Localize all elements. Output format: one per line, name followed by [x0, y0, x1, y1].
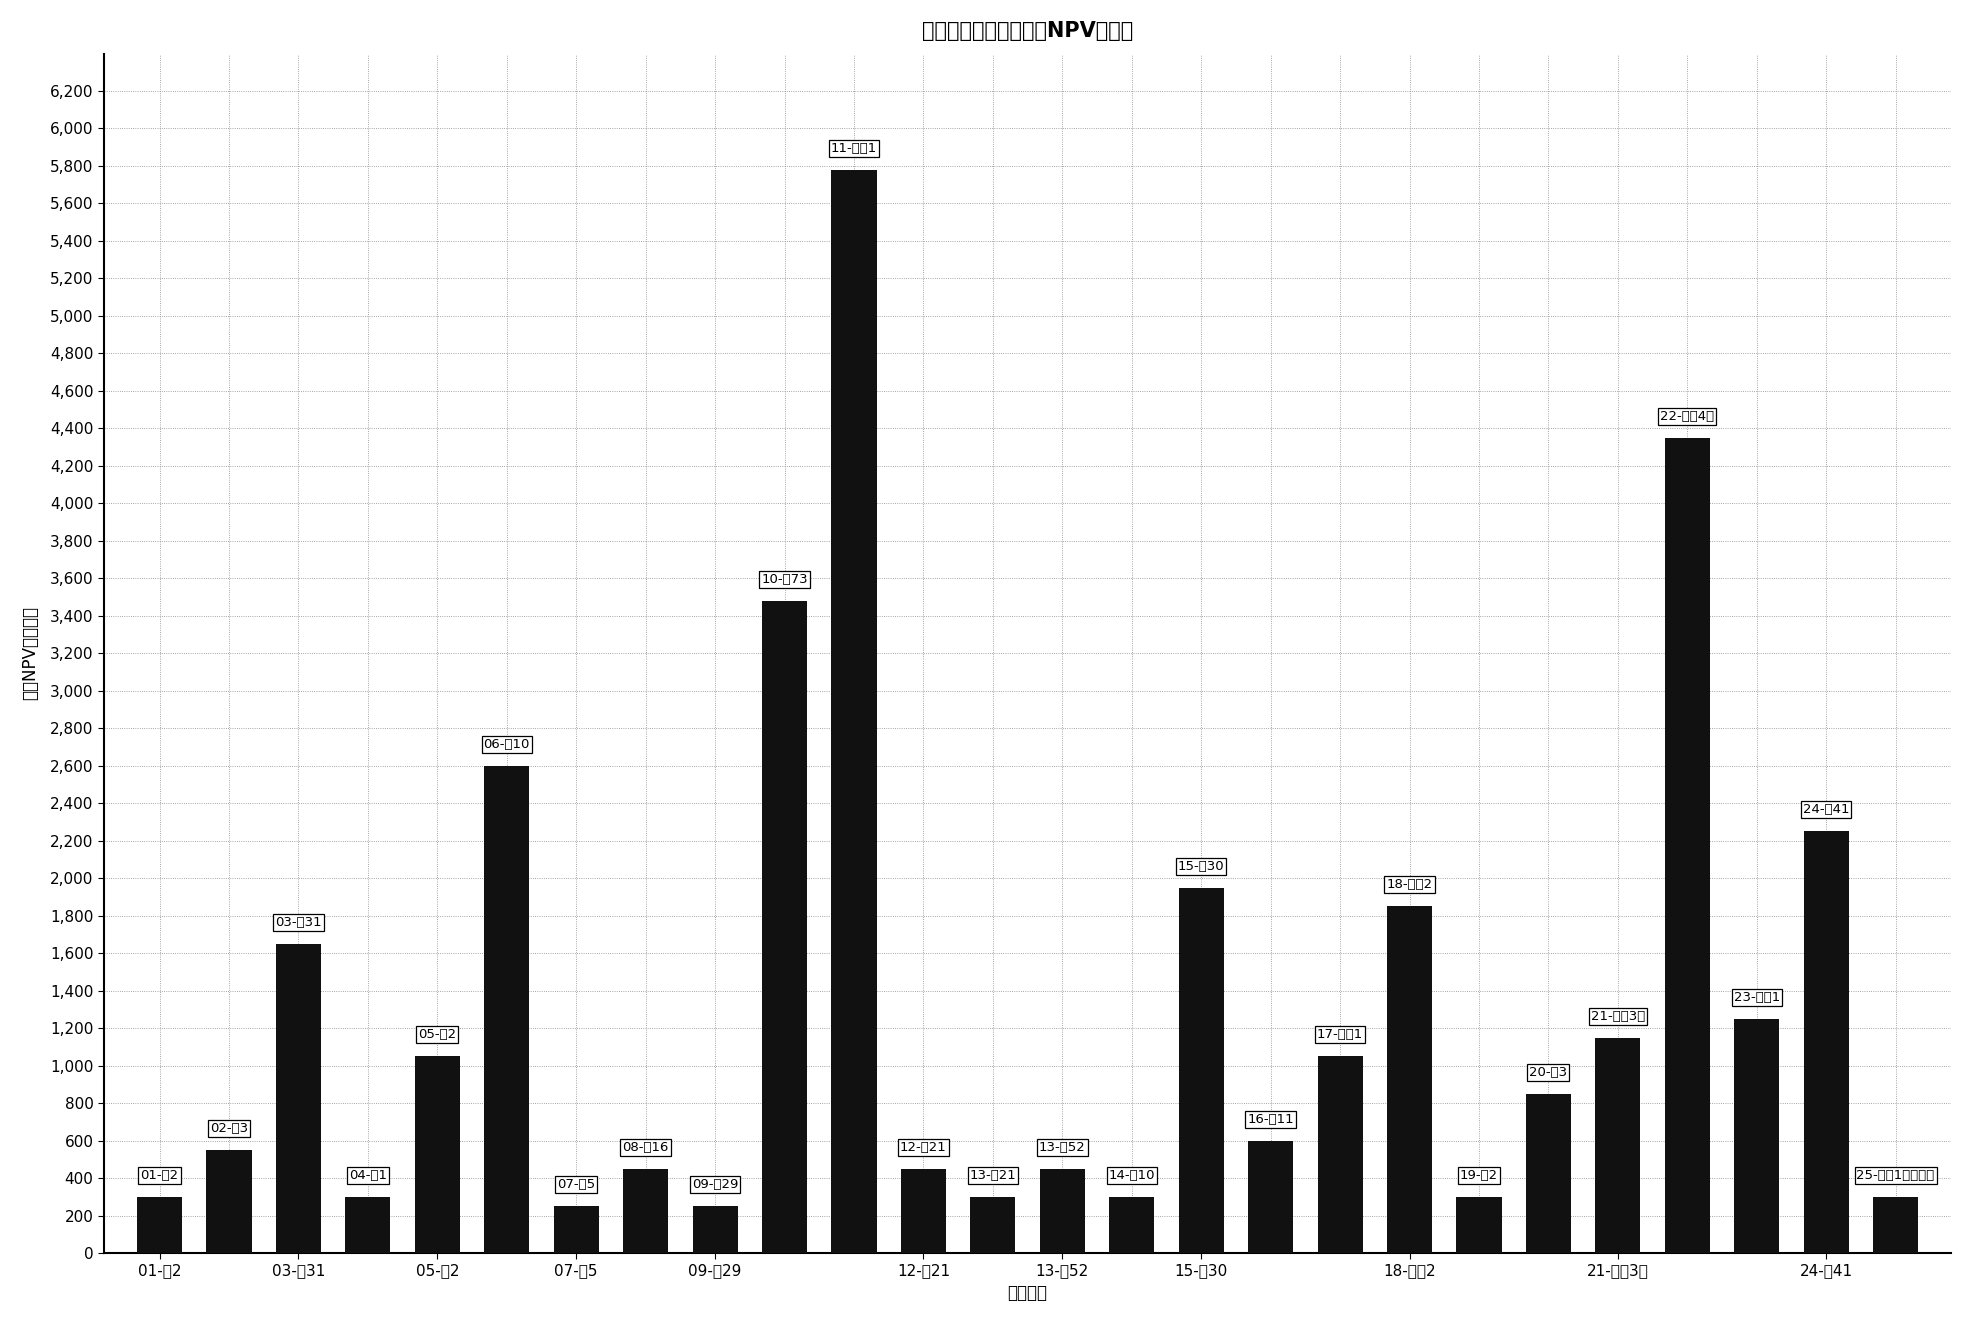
Text: 19-唇2: 19-唇2	[1459, 1170, 1499, 1181]
Text: 02-太3: 02-太3	[209, 1122, 248, 1135]
Bar	[1804, 831, 1848, 1253]
Text: 15-兰30: 15-兰30	[1177, 860, 1225, 873]
Text: 04-葩1: 04-葩1	[349, 1170, 387, 1181]
Text: 13-尙21: 13-尙21	[970, 1170, 1016, 1181]
Bar	[832, 169, 876, 1253]
Y-axis label: 风险NPV（万元）: 风险NPV（万元）	[22, 606, 39, 700]
Text: 21-兴坙3号: 21-兴坙3号	[1591, 1009, 1645, 1023]
Text: 13-尙52: 13-尙52	[1039, 1140, 1087, 1154]
Bar	[1317, 1056, 1363, 1253]
Text: 01-太2: 01-太2	[140, 1170, 179, 1181]
Bar	[1179, 888, 1225, 1253]
Bar	[1457, 1197, 1501, 1253]
Title: 线性规划法优化后风险NPV结果图: 线性规划法优化后风险NPV结果图	[923, 21, 1134, 41]
Text: 09-徉29: 09-徉29	[692, 1179, 738, 1191]
Text: 18-英岡2: 18-英岡2	[1386, 878, 1432, 892]
Text: 20-唇3: 20-唇3	[1530, 1066, 1568, 1078]
Text: 16-万11: 16-万11	[1248, 1113, 1294, 1126]
Text: 17-英岡1: 17-英岡1	[1317, 1028, 1363, 1041]
Bar	[554, 1207, 599, 1253]
Text: 08-丰16: 08-丰16	[623, 1140, 669, 1154]
Text: 25-安达1号火山木: 25-安达1号火山木	[1856, 1170, 1935, 1181]
Bar	[1595, 1037, 1641, 1253]
Bar	[485, 766, 528, 1253]
Bar	[207, 1150, 252, 1253]
Bar	[345, 1197, 390, 1253]
Bar	[623, 1168, 669, 1253]
Text: 03-香31: 03-香31	[276, 916, 321, 929]
Bar	[1526, 1094, 1572, 1253]
Text: 12-宆21: 12-宆21	[899, 1140, 947, 1154]
Bar	[1248, 1140, 1294, 1253]
Text: 14-愄10: 14-愄10	[1108, 1170, 1156, 1181]
Text: 10-氓73: 10-氓73	[761, 573, 809, 586]
Bar	[970, 1197, 1016, 1253]
Text: 06-后10: 06-后10	[483, 738, 530, 751]
Text: 11-源岡1: 11-源岡1	[830, 142, 878, 155]
Bar	[1873, 1197, 1919, 1253]
Bar	[1664, 438, 1710, 1253]
Bar	[761, 601, 807, 1253]
X-axis label: 评价目标: 评价目标	[1008, 1285, 1047, 1302]
Text: 24-三41: 24-三41	[1802, 803, 1850, 816]
Text: 22-兴坙4号: 22-兴坙4号	[1660, 410, 1714, 423]
Bar	[901, 1168, 947, 1253]
Bar	[1108, 1197, 1154, 1253]
Bar	[1039, 1168, 1085, 1253]
Bar	[1733, 1019, 1779, 1253]
Bar	[692, 1207, 738, 1253]
Text: 05-葩2: 05-葩2	[418, 1028, 456, 1041]
Text: 07-瑘5: 07-瑘5	[558, 1179, 596, 1191]
Bar	[414, 1056, 459, 1253]
Bar	[276, 943, 321, 1253]
Bar	[1386, 906, 1432, 1253]
Bar	[136, 1197, 181, 1253]
Text: 23-宋站1: 23-宋站1	[1733, 991, 1781, 1004]
